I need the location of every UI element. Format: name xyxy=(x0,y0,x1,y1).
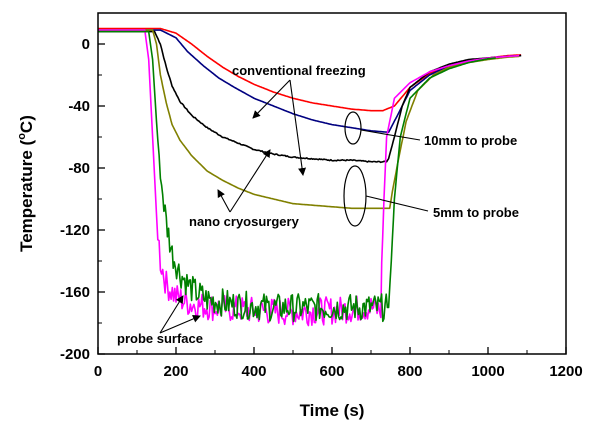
x-tick-label: 1200 xyxy=(549,363,582,380)
annotation-arrow xyxy=(159,315,201,334)
annotation-arrow xyxy=(159,295,184,334)
series-line-4 xyxy=(98,29,520,327)
y-tick-label: -160 xyxy=(60,284,90,301)
x-tick-label: 600 xyxy=(319,363,344,380)
series-line-2 xyxy=(98,30,522,164)
series-line-5 xyxy=(98,30,496,323)
annotation-arrow xyxy=(252,79,291,119)
y-axis-title: Temperature (oC) xyxy=(16,115,36,252)
annotation-arrow xyxy=(229,149,271,213)
y-tick-label: -120 xyxy=(60,222,90,239)
x-tick-label: 800 xyxy=(397,363,422,380)
x-axis-title: Time (s) xyxy=(300,401,365,420)
x-tick-label: 200 xyxy=(163,363,188,380)
series-line-3 xyxy=(98,29,520,210)
leader-5mm xyxy=(365,195,429,212)
x-tick-label: 1000 xyxy=(471,363,504,380)
annotation-5mm-to-probe: 5mm to probe xyxy=(433,205,519,220)
y-tick-label: 0 xyxy=(82,36,90,53)
y-tick-label: -200 xyxy=(60,346,90,363)
annotation-arrow xyxy=(289,79,307,176)
y-tick-label: -80 xyxy=(68,160,90,177)
series-lines xyxy=(98,27,522,327)
annotation-conventional-freezing: conventional freezing xyxy=(232,63,366,78)
annotation-nano-cryosurgery: nano cryosurgery xyxy=(189,214,300,229)
ellipse-10mm xyxy=(344,111,362,145)
annotation-probe-surface: probe surface xyxy=(117,331,203,346)
annotations: conventional freezing nano cryosurgery 1… xyxy=(117,63,519,346)
annotation-10mm-to-probe: 10mm to probe xyxy=(424,133,517,148)
y-tick-label: -40 xyxy=(68,98,90,115)
annotation-arrow xyxy=(217,189,231,213)
leader-10mm xyxy=(360,129,421,141)
x-tick-label: 400 xyxy=(241,363,266,380)
axes: 0 200 400 600 800 1000 1200 0 -40 -80 -120 -160 -200… xyxy=(16,12,583,420)
x-tick-label: 0 xyxy=(94,363,102,380)
ellipse-5mm xyxy=(343,165,367,227)
